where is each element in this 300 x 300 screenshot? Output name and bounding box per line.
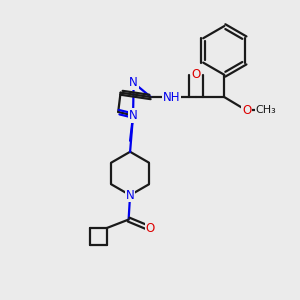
Text: N: N (126, 189, 134, 202)
Text: CH₃: CH₃ (256, 106, 276, 116)
Text: NH: NH (163, 91, 180, 103)
Text: N: N (129, 109, 137, 122)
Text: O: O (146, 222, 154, 235)
Text: N: N (129, 76, 138, 89)
Text: O: O (242, 104, 251, 117)
Text: O: O (191, 68, 201, 81)
